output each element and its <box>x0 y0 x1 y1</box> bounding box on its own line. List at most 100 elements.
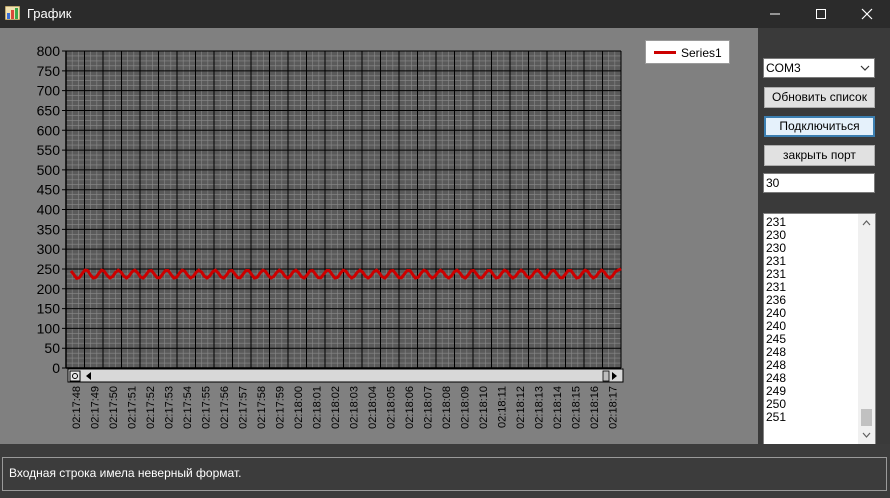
status-separator <box>0 444 890 457</box>
chart-scrollbar[interactable] <box>67 368 624 383</box>
scroll-up-icon <box>862 220 871 226</box>
y-tick-label: 800 <box>37 43 61 59</box>
list-item[interactable]: 248 <box>766 358 787 372</box>
list-item[interactable]: 250 <box>766 397 787 411</box>
zoom-reset-button[interactable] <box>69 370 81 382</box>
y-tick-label: 350 <box>37 221 61 237</box>
connect-button[interactable]: Подключиться <box>764 116 875 137</box>
list-item[interactable]: 236 <box>766 293 787 307</box>
list-item[interactable]: 230 <box>766 228 787 242</box>
x-tick-label: 02:18:03 <box>349 386 361 429</box>
scroll-down-icon <box>862 432 871 438</box>
x-tick-label: 02:17:48 <box>71 386 83 429</box>
maximize-button[interactable] <box>798 0 844 28</box>
x-tick-label: 02:17:59 <box>275 386 287 429</box>
x-tick-label: 02:17:49 <box>90 386 102 429</box>
x-tick-label: 02:17:58 <box>256 386 268 429</box>
minimize-button[interactable] <box>752 0 798 28</box>
status-message: Входная строка имела неверный формат. <box>9 466 242 480</box>
x-tick-label: 02:17:51 <box>127 386 139 429</box>
list-item[interactable]: 248 <box>766 345 787 359</box>
y-tick-label: 100 <box>37 320 61 336</box>
x-tick-label: 02:18:16 <box>589 386 601 429</box>
scroll-left-icon[interactable] <box>86 372 91 380</box>
chart-app-icon <box>5 6 20 20</box>
status-box: Входная строка имела неверный формат. <box>2 457 887 491</box>
x-tick-label: 02:18:11 <box>497 386 509 428</box>
x-tick-label: 02:18:15 <box>571 386 583 429</box>
x-tick-label: 02:17:50 <box>108 386 120 429</box>
legend-label: Series1 <box>681 46 722 60</box>
x-tick-label: 02:18:05 <box>386 386 398 429</box>
scroll-thumb <box>861 409 872 426</box>
received-values-list[interactable]: 231 230 230 231 231 231 236 240 240 245 248 248 248 2… <box>763 213 876 445</box>
list-item[interactable]: 231 <box>766 254 787 268</box>
x-tick-label: 02:18:12 <box>515 386 527 429</box>
list-items: 231 230 230 231 231 231 236 240 240 245 248 248 248 2… <box>766 216 786 424</box>
legend-swatch <box>654 51 676 54</box>
x-tick-label: 02:17:56 <box>219 386 231 429</box>
chart-scroll-thumb[interactable] <box>602 370 610 382</box>
refresh-list-button[interactable]: Обновить список <box>764 87 875 108</box>
y-tick-label: 150 <box>37 301 61 317</box>
y-tick-label: 250 <box>37 261 61 277</box>
close-port-button[interactable]: закрыть порт <box>764 145 875 166</box>
x-tick-label: 02:17:53 <box>164 386 176 429</box>
list-item[interactable]: 251 <box>766 410 787 424</box>
x-tick-label: 02:18:07 <box>423 386 435 429</box>
chevron-down-icon[interactable] <box>858 60 872 76</box>
x-tick-label: 02:18:06 <box>404 386 416 429</box>
list-item[interactable]: 231 <box>766 280 787 294</box>
list-scrollbar-graphic <box>861 220 872 438</box>
x-tick-label: 02:18:13 <box>534 386 546 429</box>
list-item[interactable]: 231 <box>766 215 787 229</box>
chart-legend: Series1 <box>645 40 730 64</box>
x-tick-label: 02:17:54 <box>182 386 194 429</box>
y-tick-label: 450 <box>37 182 61 198</box>
y-tick-label: 600 <box>37 122 61 138</box>
interval-input[interactable]: 30 <box>763 173 875 193</box>
x-tick-label: 02:18:04 <box>367 386 379 429</box>
list-scrollbar[interactable] <box>858 214 875 444</box>
close-button[interactable] <box>844 0 890 28</box>
y-tick-label: 550 <box>37 142 61 158</box>
x-tick-label: 02:18:00 <box>293 386 305 429</box>
window-title: График <box>27 6 72 21</box>
scroll-right-icon[interactable] <box>612 372 617 380</box>
y-tick-label: 200 <box>37 281 61 297</box>
y-tick-label: 500 <box>37 162 61 178</box>
title-bar: График <box>0 0 890 28</box>
x-tick-label: 02:17:57 <box>238 386 250 429</box>
list-item[interactable]: 248 <box>766 371 787 385</box>
x-tick-label: 02:18:17 <box>608 386 620 429</box>
x-tick-label: 02:18:10 <box>478 386 490 429</box>
chart: 8007507006506005505004504003503002502001… <box>37 43 624 429</box>
y-tick-label: 0 <box>52 360 60 376</box>
list-item[interactable]: 249 <box>766 384 787 398</box>
y-tick-label: 750 <box>37 63 61 79</box>
list-item[interactable]: 240 <box>766 306 787 320</box>
series-line-series1 <box>69 267 622 280</box>
y-tick-label: 400 <box>37 202 61 218</box>
list-item[interactable]: 230 <box>766 241 787 255</box>
list-item[interactable]: 245 <box>766 332 787 346</box>
list-item[interactable]: 231 <box>766 267 787 281</box>
port-select-value: COM3 <box>766 61 801 75</box>
x-tick-label: 02:18:02 <box>330 386 342 429</box>
x-tick-label: 02:18:09 <box>460 386 472 429</box>
port-select[interactable]: COM3 <box>763 58 875 78</box>
x-tick-label: 02:17:55 <box>201 386 213 429</box>
close-icon <box>861 8 873 20</box>
x-tick-label: 02:18:14 <box>552 386 564 429</box>
maximize-icon <box>816 9 826 19</box>
y-tick-label: 700 <box>37 83 61 99</box>
zoom-reset-icon <box>72 373 78 379</box>
minimize-icon <box>770 13 780 15</box>
x-tick-label: 02:17:52 <box>145 386 157 429</box>
list-item[interactable]: 240 <box>766 319 787 333</box>
x-tick-label: 02:18:01 <box>312 386 324 429</box>
y-tick-label: 50 <box>44 340 60 356</box>
y-tick-label: 650 <box>37 102 61 118</box>
y-tick-label: 300 <box>37 241 61 257</box>
x-tick-label: 02:18:08 <box>441 386 453 429</box>
